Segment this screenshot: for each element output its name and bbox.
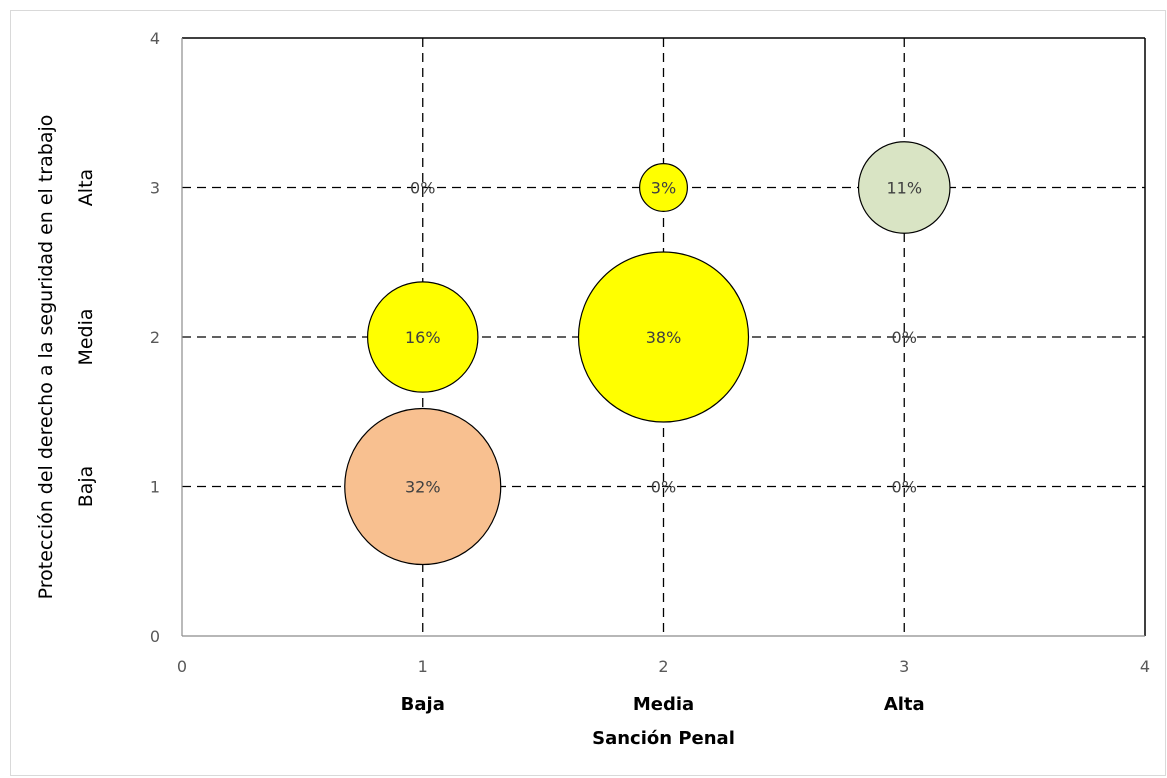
axes: 0 1 2 3 4 0 1 2 3 4 Baja Media Alta Sanción Penal Prot…	[35, 29, 1150, 749]
y-tick-label: 2	[150, 328, 160, 347]
y-axis-title: Protección del derecho a la seguridad en…	[35, 115, 57, 600]
bubble	[344, 407, 502, 566]
y-category-label: Media	[75, 308, 97, 365]
x-axis-title: Sanción Penal	[592, 728, 735, 749]
chart-frame	[10, 10, 1166, 776]
x-category-label: Baja	[401, 694, 445, 715]
x-tick-label: 0	[177, 657, 187, 676]
y-tick-label: 1	[150, 478, 160, 497]
bubble	[366, 281, 479, 393]
bubbles	[344, 141, 951, 566]
y-tick-label: 4	[150, 29, 160, 48]
data-label: 11%	[886, 179, 922, 198]
y-category-label: Alta	[75, 169, 97, 206]
data-label: 0%	[651, 478, 676, 497]
y-category-label: Baja	[75, 466, 97, 508]
x-category-label: Media	[633, 694, 694, 715]
bubble	[577, 251, 750, 423]
data-label: 0%	[410, 179, 435, 198]
x-tick-label: 2	[658, 657, 668, 676]
bubble	[639, 163, 688, 212]
y-tick-label: 3	[150, 179, 160, 198]
x-tick-label: 3	[899, 657, 909, 676]
x-tick-label: 4	[1140, 657, 1150, 676]
x-tick-label: 1	[418, 657, 428, 676]
data-label: 0%	[892, 478, 917, 497]
data-label: 38%	[646, 328, 682, 347]
data-labels: 32% 0% 0% 16% 38% 0% 0% 3% 11%	[405, 179, 922, 497]
data-label: 0%	[892, 328, 917, 347]
y-tick-label: 0	[150, 627, 160, 646]
data-label: 3%	[651, 179, 676, 198]
data-label: 32%	[405, 478, 441, 497]
data-label: 16%	[405, 328, 441, 347]
x-category-label: Alta	[884, 694, 925, 715]
bubble	[857, 141, 951, 234]
